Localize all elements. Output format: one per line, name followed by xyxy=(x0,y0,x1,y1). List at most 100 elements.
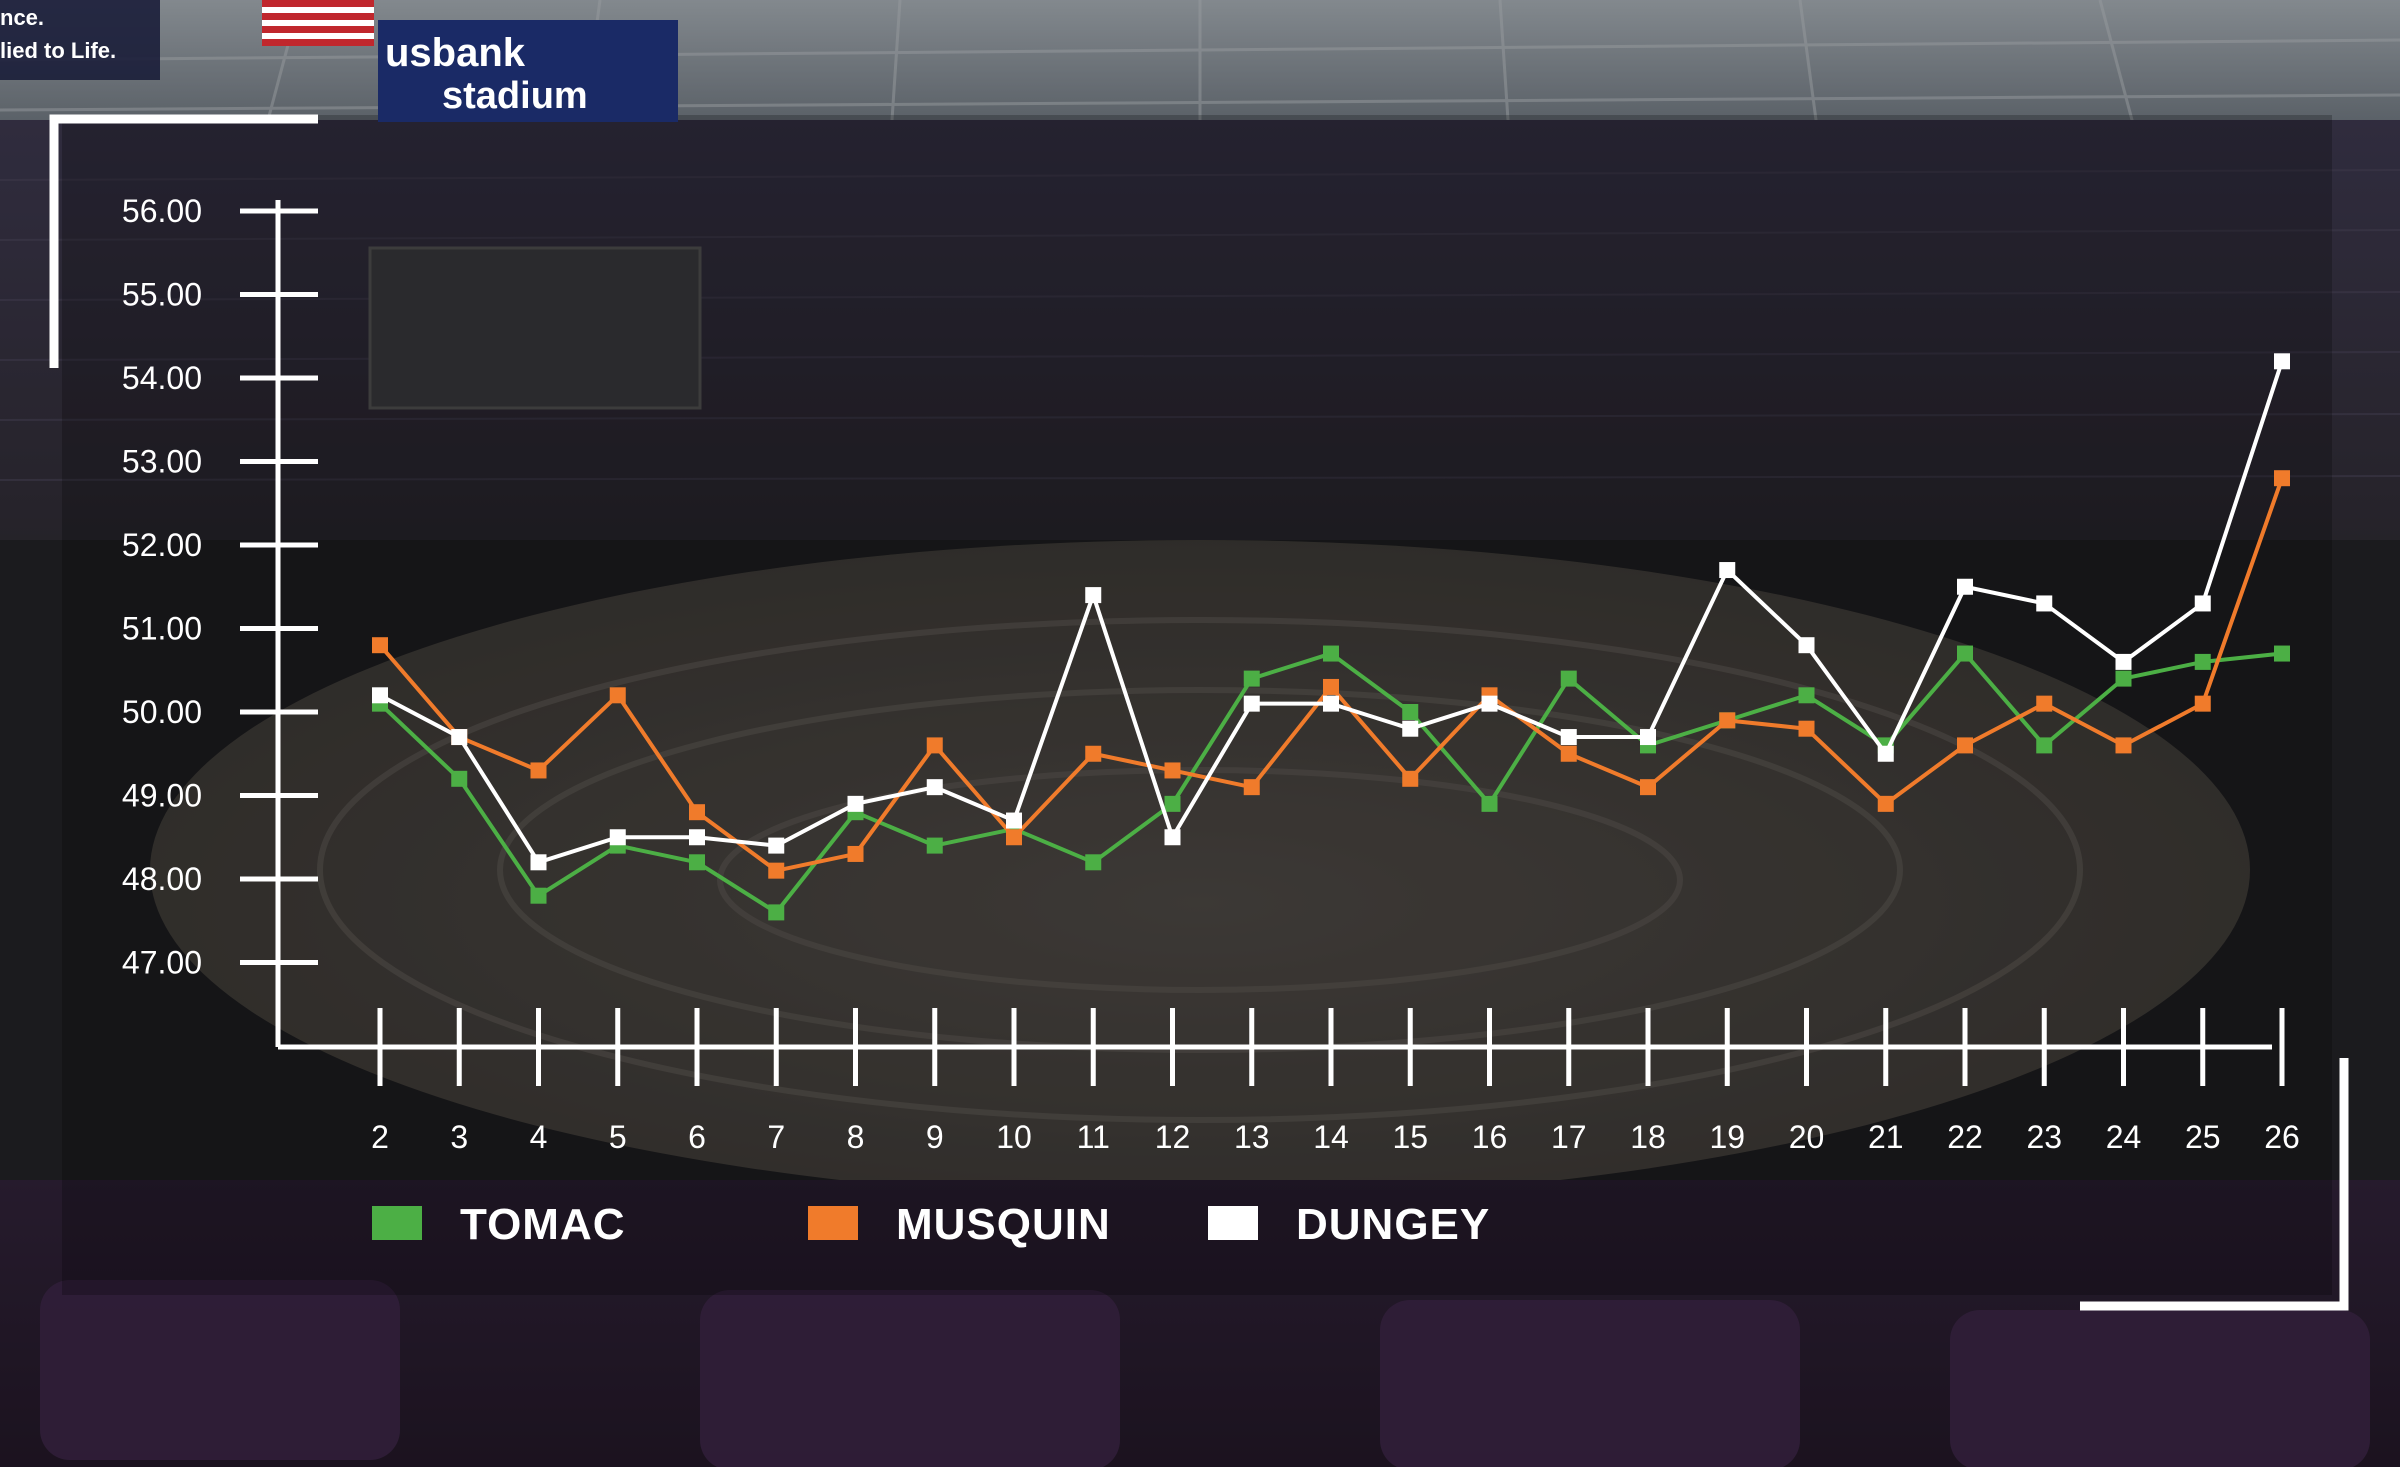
x-tick-label: 7 xyxy=(767,1119,785,1155)
musquin-point xyxy=(2036,695,2053,712)
tomac-point xyxy=(926,837,943,854)
musquin-point xyxy=(609,687,626,704)
musquin-line xyxy=(378,477,2284,873)
x-tick-label: 12 xyxy=(1155,1119,1191,1155)
corner-sign xyxy=(0,0,160,80)
series-dungey xyxy=(372,353,2290,871)
y-tick-label: 50.00 xyxy=(122,694,202,730)
dungey-point xyxy=(2036,595,2053,612)
legend-label-tomac: TOMAC xyxy=(460,1200,626,1249)
tomac-point xyxy=(2036,737,2053,754)
stadium-banner xyxy=(378,20,678,122)
tomac-point xyxy=(1243,670,1260,687)
x-tick-label: 6 xyxy=(688,1119,706,1155)
x-tick-label: 2 xyxy=(371,1119,389,1155)
dungey-point xyxy=(1560,729,1577,746)
musquin-point xyxy=(1877,795,1894,812)
tomac-point xyxy=(1798,687,1815,704)
legend-swatch-musquin xyxy=(808,1206,858,1240)
musquin-point xyxy=(1640,779,1656,796)
y-tick-label: 47.00 xyxy=(122,945,202,981)
legend: TOMAC MUSQUIN DUNGEY xyxy=(372,1200,1489,1249)
musquin-point xyxy=(1323,678,1339,695)
banner-venue: stadium xyxy=(442,75,588,117)
dungey-point xyxy=(689,829,705,846)
x-axis-ticks: 2 3 4 5 6 7 8 9 10 11 12 13 14 15 16 17 18 19 20 21 22 23 24 25… xyxy=(371,1008,2300,1155)
y-tick-label: 54.00 xyxy=(122,360,202,396)
musquin-point xyxy=(530,762,547,779)
flag xyxy=(262,0,374,46)
series-lines xyxy=(372,353,2290,921)
y-axis-ticks: 56.00 55.00 54.00 53.00 52.00 51.00 50.00 49.00… xyxy=(122,193,318,981)
dungey-point xyxy=(372,687,388,704)
dungey-point xyxy=(1323,695,1339,712)
musquin-point xyxy=(2194,695,2211,712)
y-tick-label: 56.00 xyxy=(122,193,202,229)
tomac-point xyxy=(1402,704,1419,720)
musquin-point xyxy=(1560,745,1577,762)
legend-item-tomac: TOMAC xyxy=(372,1200,626,1249)
musquin-point xyxy=(2274,470,2290,487)
tomac-point xyxy=(1957,645,1973,662)
dungey-point xyxy=(1640,729,1656,746)
x-tick-label: 16 xyxy=(1472,1119,1508,1155)
dungey-point xyxy=(1164,829,1181,846)
x-tick-label: 11 xyxy=(1077,1119,1110,1155)
x-tick-label: 23 xyxy=(2026,1119,2062,1155)
musquin-point xyxy=(847,845,864,862)
x-tick-label: 8 xyxy=(847,1119,865,1155)
musquin-point xyxy=(1085,745,1102,762)
legend-item-musquin: MUSQUIN xyxy=(808,1200,1111,1249)
dungey-point xyxy=(1957,578,1973,595)
banner-brand: usbank xyxy=(385,31,526,75)
series-musquin xyxy=(372,470,2290,879)
x-tick-label: 19 xyxy=(1709,1119,1745,1155)
y-tick-label: 49.00 xyxy=(122,778,202,814)
dungey-point xyxy=(1481,695,1498,712)
x-tick-label: 13 xyxy=(1234,1119,1270,1155)
corner-text-2: lied to Life. xyxy=(0,38,116,63)
seat-backs xyxy=(40,1280,2370,1467)
musquin-point xyxy=(372,637,388,654)
frame-bracket-top-left xyxy=(49,114,318,368)
legend-swatch-dungey xyxy=(1208,1206,1258,1240)
dungey-point xyxy=(1719,562,1736,579)
musquin-point xyxy=(1402,770,1419,787)
scoreboard xyxy=(368,246,702,410)
tomac-point xyxy=(689,854,705,871)
tomac-point xyxy=(768,904,785,921)
dungey-point xyxy=(768,837,785,854)
y-tick-label: 51.00 xyxy=(122,611,202,647)
dungey-point xyxy=(2274,353,2290,370)
x-tick-label: 21 xyxy=(1868,1119,1904,1155)
y-tick-label: 55.00 xyxy=(122,277,202,313)
x-tick-label: 18 xyxy=(1630,1119,1666,1155)
tomac-point xyxy=(2274,645,2290,662)
tomac-point xyxy=(451,770,468,787)
musquin-point xyxy=(2115,737,2132,754)
legend-label-musquin: MUSQUIN xyxy=(896,1200,1111,1249)
legend-swatch-tomac xyxy=(372,1206,422,1240)
y-tick-label: 48.00 xyxy=(122,861,202,897)
tomac-point xyxy=(1560,670,1577,687)
musquin-point xyxy=(1957,737,1973,754)
x-tick-label: 10 xyxy=(996,1119,1032,1155)
musquin-point xyxy=(1798,720,1815,737)
track-lanes xyxy=(317,617,2083,1123)
dungey-point xyxy=(1798,637,1815,654)
musquin-point xyxy=(926,737,943,754)
dungey-point xyxy=(451,729,468,746)
musquin-point xyxy=(689,804,705,821)
x-tick-label: 25 xyxy=(2185,1119,2221,1155)
dungey-point xyxy=(1243,695,1260,712)
x-tick-label: 14 xyxy=(1313,1119,1349,1155)
x-tick-label: 20 xyxy=(1789,1119,1825,1155)
dungey-line xyxy=(379,360,2284,865)
musquin-point xyxy=(1243,779,1260,796)
tomac-point xyxy=(1085,854,1102,871)
axes xyxy=(275,200,2272,1050)
tomac-point xyxy=(1164,795,1181,812)
chart-panel-overlay xyxy=(62,115,2332,1295)
